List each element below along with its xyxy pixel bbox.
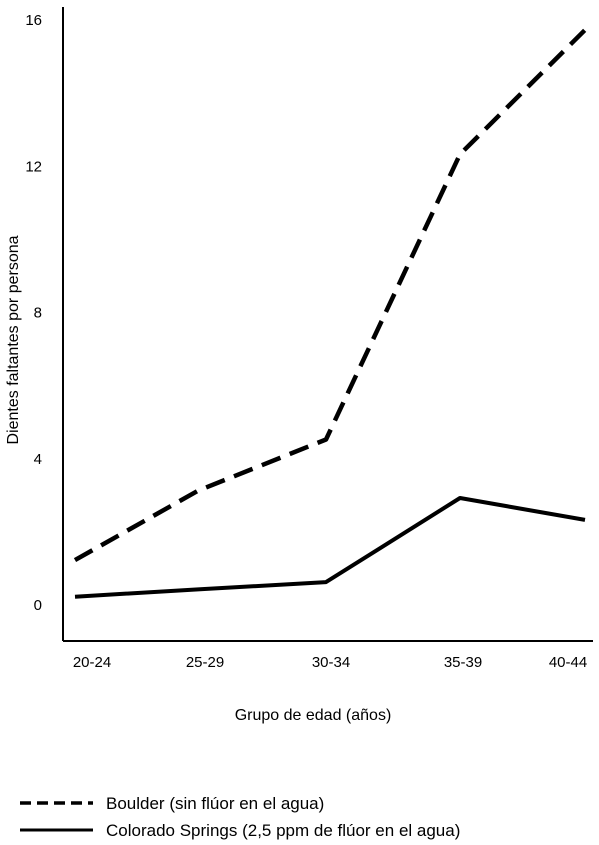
y-tick-label: 16	[25, 12, 42, 29]
y-tick-label: 4	[34, 451, 42, 468]
series-lines	[73, 28, 587, 599]
x-tick-label: 35-39	[444, 654, 482, 671]
y-axis-title: Dientes faltantes por persona	[5, 235, 22, 444]
legend: Boulder (sin flúor en el agua) Colorado …	[20, 794, 460, 840]
legend-label-boulder: Boulder (sin flúor en el agua)	[106, 794, 324, 813]
y-tick-label: 12	[25, 158, 42, 175]
x-tick-labels: 20-24 25-29 30-34 35-39 40-44	[73, 654, 587, 671]
x-axis-title: Grupo de edad (años)	[235, 707, 392, 724]
x-tick-label: 30-34	[312, 654, 350, 671]
x-tick-label: 40-44	[549, 654, 587, 671]
x-tick-label: 20-24	[73, 654, 111, 671]
legend-label-colorado-springs: Colorado Springs (2,5 ppm de flúor en el…	[106, 821, 460, 840]
y-tick-labels: 0 4 8 12 16	[25, 12, 42, 614]
series-line-colorado-springs	[74, 496, 586, 599]
x-tick-label: 25-29	[186, 654, 224, 671]
y-tick-label: 0	[34, 597, 42, 614]
series-line-boulder	[73, 28, 587, 563]
y-tick-label: 8	[34, 305, 42, 322]
